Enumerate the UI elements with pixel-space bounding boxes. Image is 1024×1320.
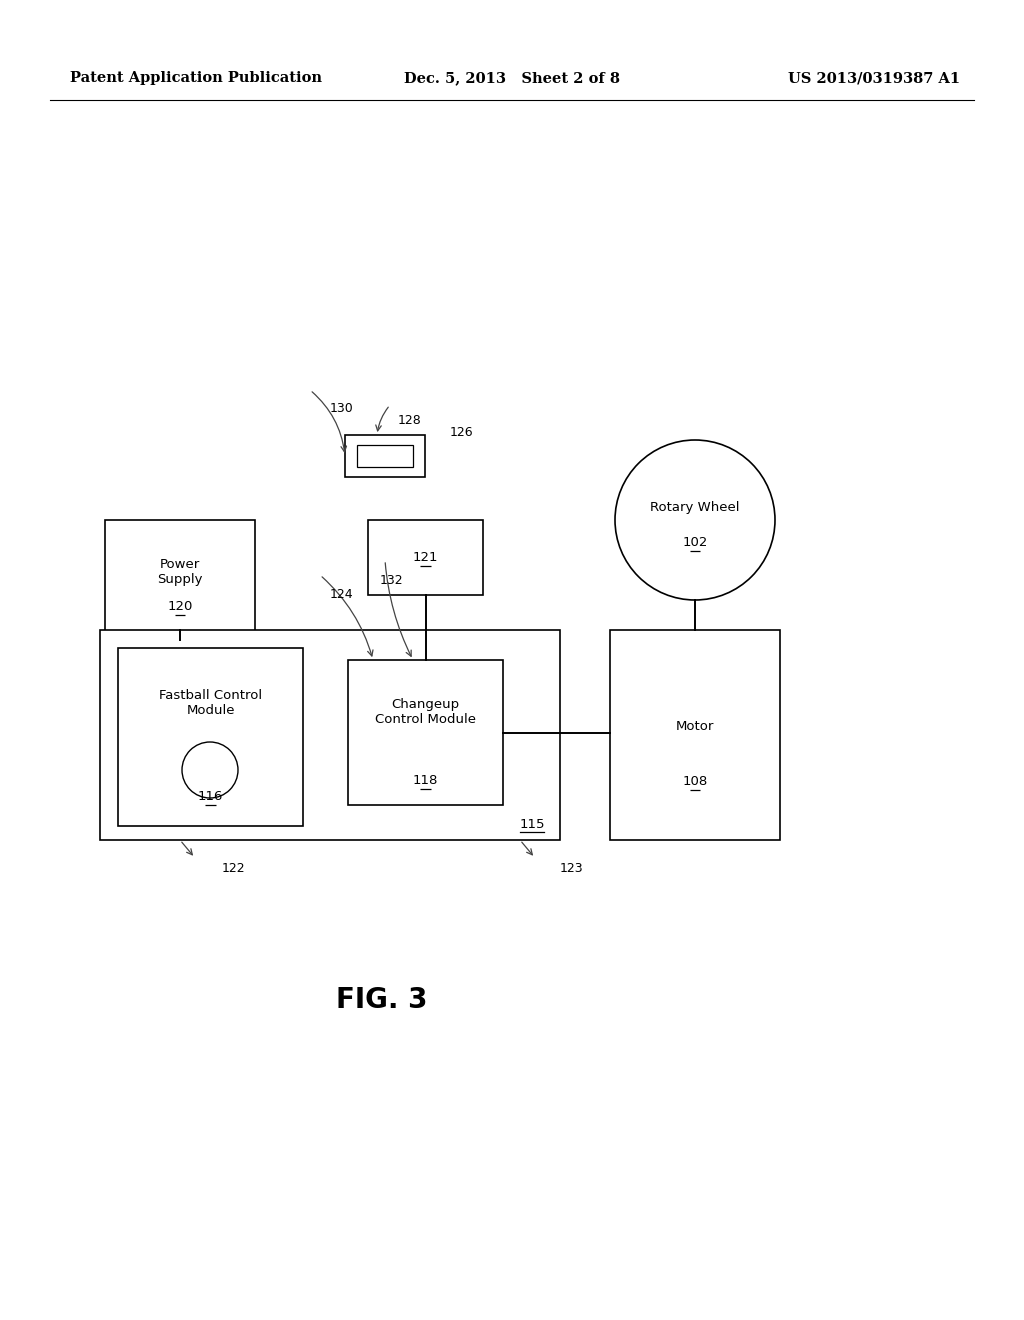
- Text: 118: 118: [413, 774, 438, 787]
- Text: 122: 122: [222, 862, 246, 874]
- Text: Patent Application Publication: Patent Application Publication: [70, 71, 322, 84]
- Text: 126: 126: [450, 425, 474, 438]
- Text: 121: 121: [413, 550, 438, 564]
- Text: Power
Supply: Power Supply: [158, 558, 203, 586]
- Text: Fastball Control
Module: Fastball Control Module: [159, 689, 262, 717]
- Bar: [118, 648, 303, 826]
- Text: 115: 115: [519, 817, 545, 830]
- Circle shape: [182, 742, 238, 799]
- Text: 120: 120: [167, 599, 193, 612]
- Bar: [345, 436, 425, 477]
- Text: Rotary Wheel: Rotary Wheel: [650, 502, 739, 515]
- Bar: [610, 630, 780, 840]
- Text: Changeup
Control Module: Changeup Control Module: [375, 698, 476, 726]
- Bar: [368, 520, 483, 595]
- Text: Motor: Motor: [676, 721, 714, 734]
- Text: 116: 116: [198, 789, 223, 803]
- Text: 124: 124: [330, 589, 353, 602]
- Bar: [348, 660, 503, 805]
- Text: 102: 102: [682, 536, 708, 549]
- Text: 108: 108: [682, 775, 708, 788]
- Bar: [357, 445, 413, 467]
- Text: FIG. 3: FIG. 3: [336, 986, 428, 1014]
- Bar: [105, 520, 255, 640]
- Bar: [100, 630, 560, 840]
- Text: 132: 132: [380, 573, 403, 586]
- Text: US 2013/0319387 A1: US 2013/0319387 A1: [787, 71, 961, 84]
- Text: 123: 123: [560, 862, 584, 874]
- Text: Dec. 5, 2013   Sheet 2 of 8: Dec. 5, 2013 Sheet 2 of 8: [404, 71, 620, 84]
- Text: 130: 130: [330, 401, 353, 414]
- Circle shape: [615, 440, 775, 601]
- Text: 128: 128: [398, 413, 422, 426]
